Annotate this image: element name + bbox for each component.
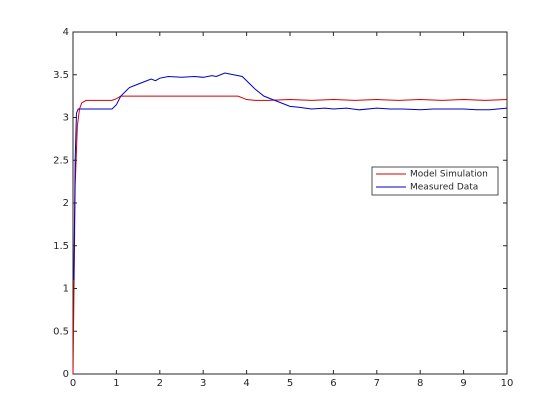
y-tick-label: 0 [63, 369, 69, 380]
x-tick-label: 10 [501, 378, 514, 389]
data-line [73, 72, 508, 280]
x-tick-label: 2 [157, 378, 163, 389]
x-tick-label: 6 [330, 378, 336, 389]
y-tick-label: 2.5 [53, 155, 69, 166]
y-tick-label: 3 [63, 113, 69, 124]
y-tick-label: 0.5 [53, 326, 69, 337]
x-tick-label: 9 [460, 378, 466, 389]
x-tick-label: 3 [200, 378, 206, 389]
legend-box [371, 166, 499, 196]
y-tick-label: 4 [63, 27, 69, 38]
x-tick-label: 5 [287, 378, 293, 389]
y-tick-label: 1 [63, 284, 69, 295]
x-tick-label: 7 [374, 378, 380, 389]
legend-label: Measured Data [410, 183, 478, 193]
y-tick-label: 3.5 [53, 70, 69, 81]
legend: Model Simulation Measured Data [371, 166, 499, 196]
x-tick-label: 1 [113, 378, 119, 389]
legend-label: Model Simulation [410, 170, 488, 180]
data-line [72, 95, 508, 375]
x-tick-label: 4 [243, 378, 249, 389]
x-tick-label: 0 [70, 378, 76, 389]
y-tick-label: 2 [63, 198, 69, 209]
y-tick-label: 1.5 [53, 241, 69, 252]
x-tick-label: 8 [417, 378, 423, 389]
